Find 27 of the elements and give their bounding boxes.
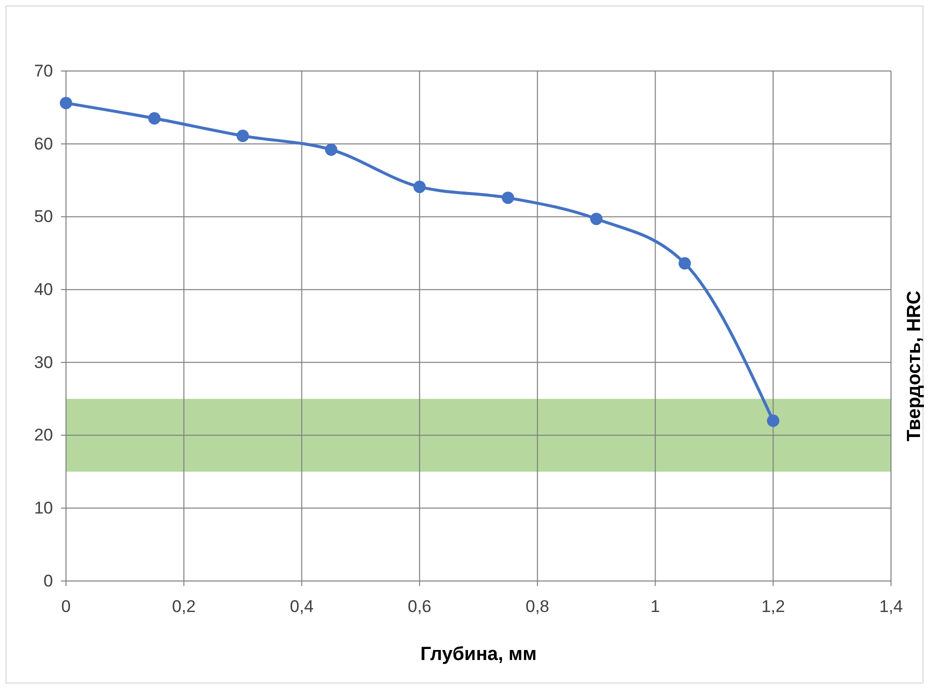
point — [148, 112, 161, 125]
y-tick-label: 60 — [34, 134, 53, 154]
x-tick-label: 0,8 — [526, 597, 550, 616]
point — [766, 414, 780, 427]
y-tick-label: 40 — [34, 280, 53, 300]
x-tick-label: 1,2 — [761, 597, 785, 616]
y-tick-label: 20 — [34, 426, 53, 445]
y-tick-label: 50 — [34, 207, 53, 226]
point — [236, 130, 249, 142]
y-tick-label: 0 — [44, 571, 53, 590]
x-tick-label: 1,4 — [879, 597, 903, 616]
point — [502, 192, 514, 204]
y-tick-label: 70 — [34, 61, 53, 80]
y-tick-label: 30 — [34, 352, 53, 372]
x-tick-label: 0,6 — [408, 597, 432, 616]
x-tick-label: 0,2 — [172, 597, 196, 616]
point — [678, 257, 691, 270]
x-tick-label: 1 — [650, 597, 660, 616]
x-axis-title: Глубина, мм — [420, 644, 537, 665]
point — [413, 180, 426, 194]
point — [325, 144, 338, 156]
point — [60, 96, 72, 110]
x-tick-label: 0,4 — [290, 597, 314, 616]
point — [590, 212, 603, 226]
y-axis-title: Твердость, HRC — [904, 290, 925, 442]
x-tick-label: 0 — [61, 597, 71, 616]
y-tick-label: 10 — [34, 498, 53, 518]
